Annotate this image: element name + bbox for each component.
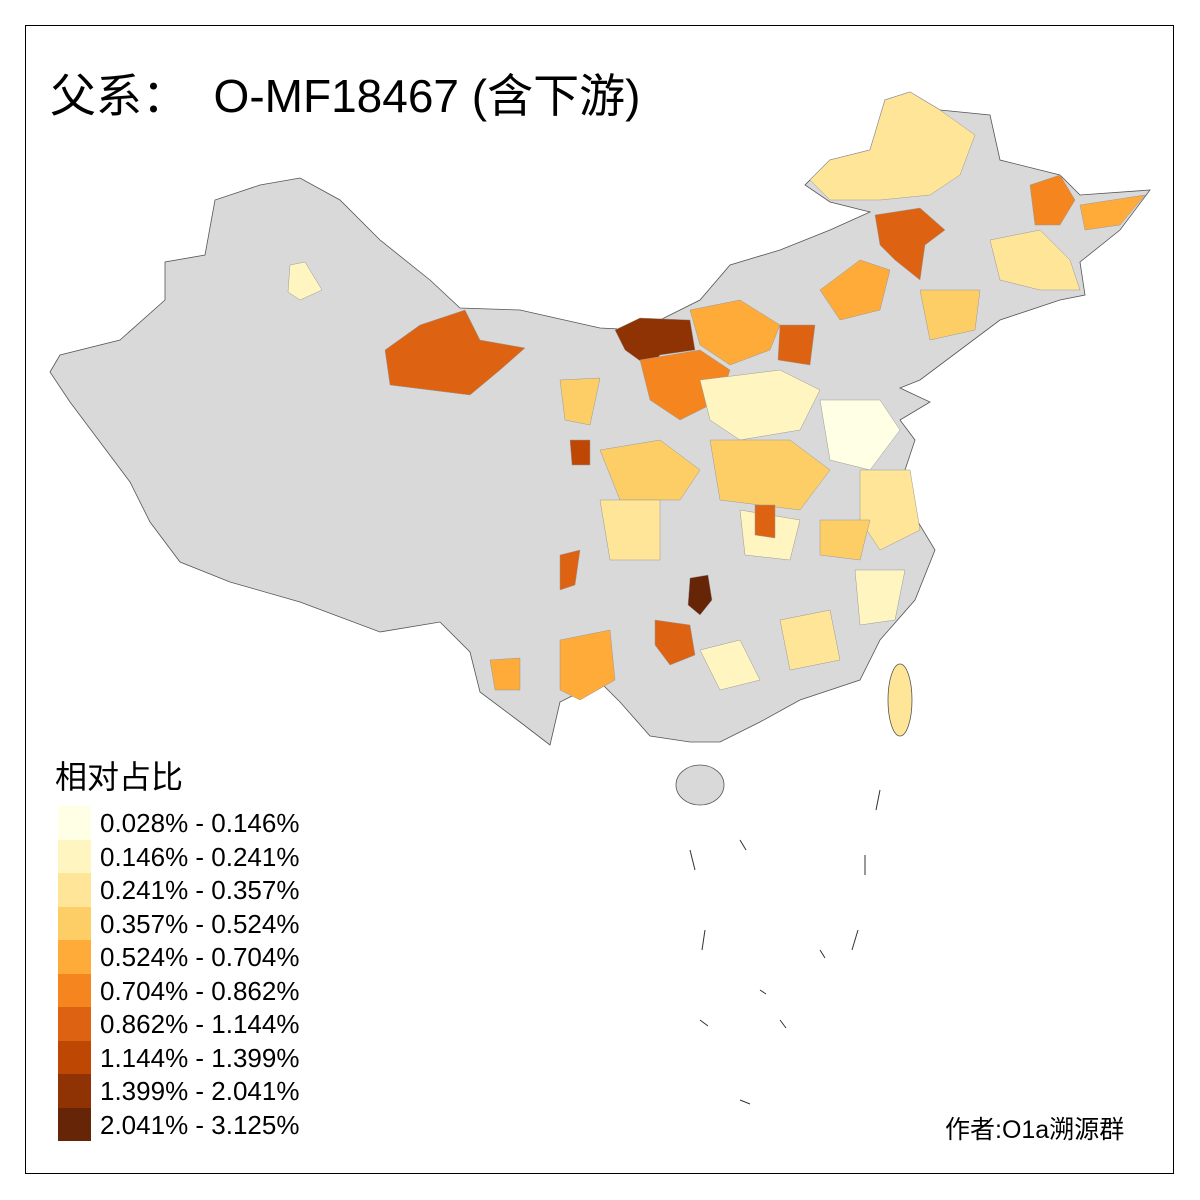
legend-swatch — [58, 1007, 91, 1041]
taiwan-island — [887, 663, 913, 737]
legend-swatch — [58, 1040, 91, 1074]
map-region — [384, 309, 526, 396]
map-region — [699, 639, 761, 691]
map-region — [819, 399, 901, 471]
legend-item: 0.357% - 0.524% — [58, 906, 358, 940]
map-region — [599, 499, 661, 561]
map-region — [754, 504, 776, 539]
legend-swatch — [58, 1074, 91, 1108]
legend-swatch — [58, 906, 91, 940]
map-region — [709, 439, 831, 511]
legend-label: 0.357% - 0.524% — [100, 908, 300, 939]
legend-item: 0.862% - 1.144% — [58, 1007, 358, 1041]
legend-label: 1.144% - 1.399% — [100, 1042, 300, 1073]
map-region — [779, 609, 841, 671]
legend-item: 0.241% - 0.357% — [58, 873, 358, 907]
map-region — [287, 261, 323, 301]
legend-label: 2.041% - 3.125% — [100, 1109, 300, 1140]
map-region — [489, 657, 521, 691]
legend-label: 0.146% - 0.241% — [100, 841, 300, 872]
legend-label: 0.028% - 0.146% — [100, 808, 300, 838]
legend-title: 相对占比 — [55, 759, 184, 795]
legend-swatch — [58, 1107, 91, 1141]
map-region — [699, 369, 821, 441]
map-region — [919, 289, 981, 341]
legend-swatch — [58, 806, 91, 840]
legend-item: 0.524% - 0.704% — [58, 940, 358, 974]
map-title: 父系： O-MF18467 (含下游) — [50, 70, 641, 122]
legend-label: 0.704% - 0.862% — [100, 975, 300, 1006]
legend-swatch — [58, 873, 91, 907]
map-region — [819, 519, 871, 561]
legend-swatch — [58, 940, 91, 974]
map-region — [859, 469, 921, 551]
map-region — [559, 629, 616, 701]
legend-swatch — [58, 973, 91, 1007]
legend-label: 0.862% - 1.144% — [100, 1009, 300, 1039]
map-region — [559, 549, 581, 591]
map-region — [809, 91, 976, 201]
map-region — [874, 207, 946, 281]
legend-item: 0.146% - 0.241% — [58, 839, 358, 873]
map-region — [777, 324, 816, 366]
map-region — [559, 377, 601, 426]
legend-item: 0.028% - 0.146% — [58, 806, 358, 840]
legend-label: 0.524% - 0.704% — [100, 942, 300, 972]
map-region — [1029, 174, 1076, 226]
legend-label: 1.399% - 2.041% — [100, 1076, 300, 1106]
map-region — [599, 439, 701, 501]
map-frame — [25, 25, 1174, 1174]
map-region — [1079, 194, 1146, 231]
legend-item: 1.399% - 2.041% — [58, 1074, 358, 1108]
map-region — [689, 299, 781, 366]
hainan-island — [675, 764, 725, 806]
map-region — [989, 229, 1081, 291]
map-region — [819, 259, 891, 321]
legend-item: 1.144% - 1.399% — [58, 1040, 358, 1074]
map-region — [654, 619, 696, 666]
legend-label: 0.241% - 0.357% — [100, 875, 300, 905]
map-region — [687, 574, 713, 616]
legend-item: 2.041% - 3.125% — [58, 1107, 358, 1141]
map-region — [569, 439, 591, 466]
legend-swatch — [58, 839, 91, 873]
author-credit: 作者:O1a溯源群 — [945, 1116, 1125, 1144]
map-region — [614, 317, 696, 369]
legend-item: 0.704% - 0.862% — [58, 973, 358, 1007]
map-region — [854, 569, 906, 626]
south-china-sea-islands — [689, 789, 881, 1105]
